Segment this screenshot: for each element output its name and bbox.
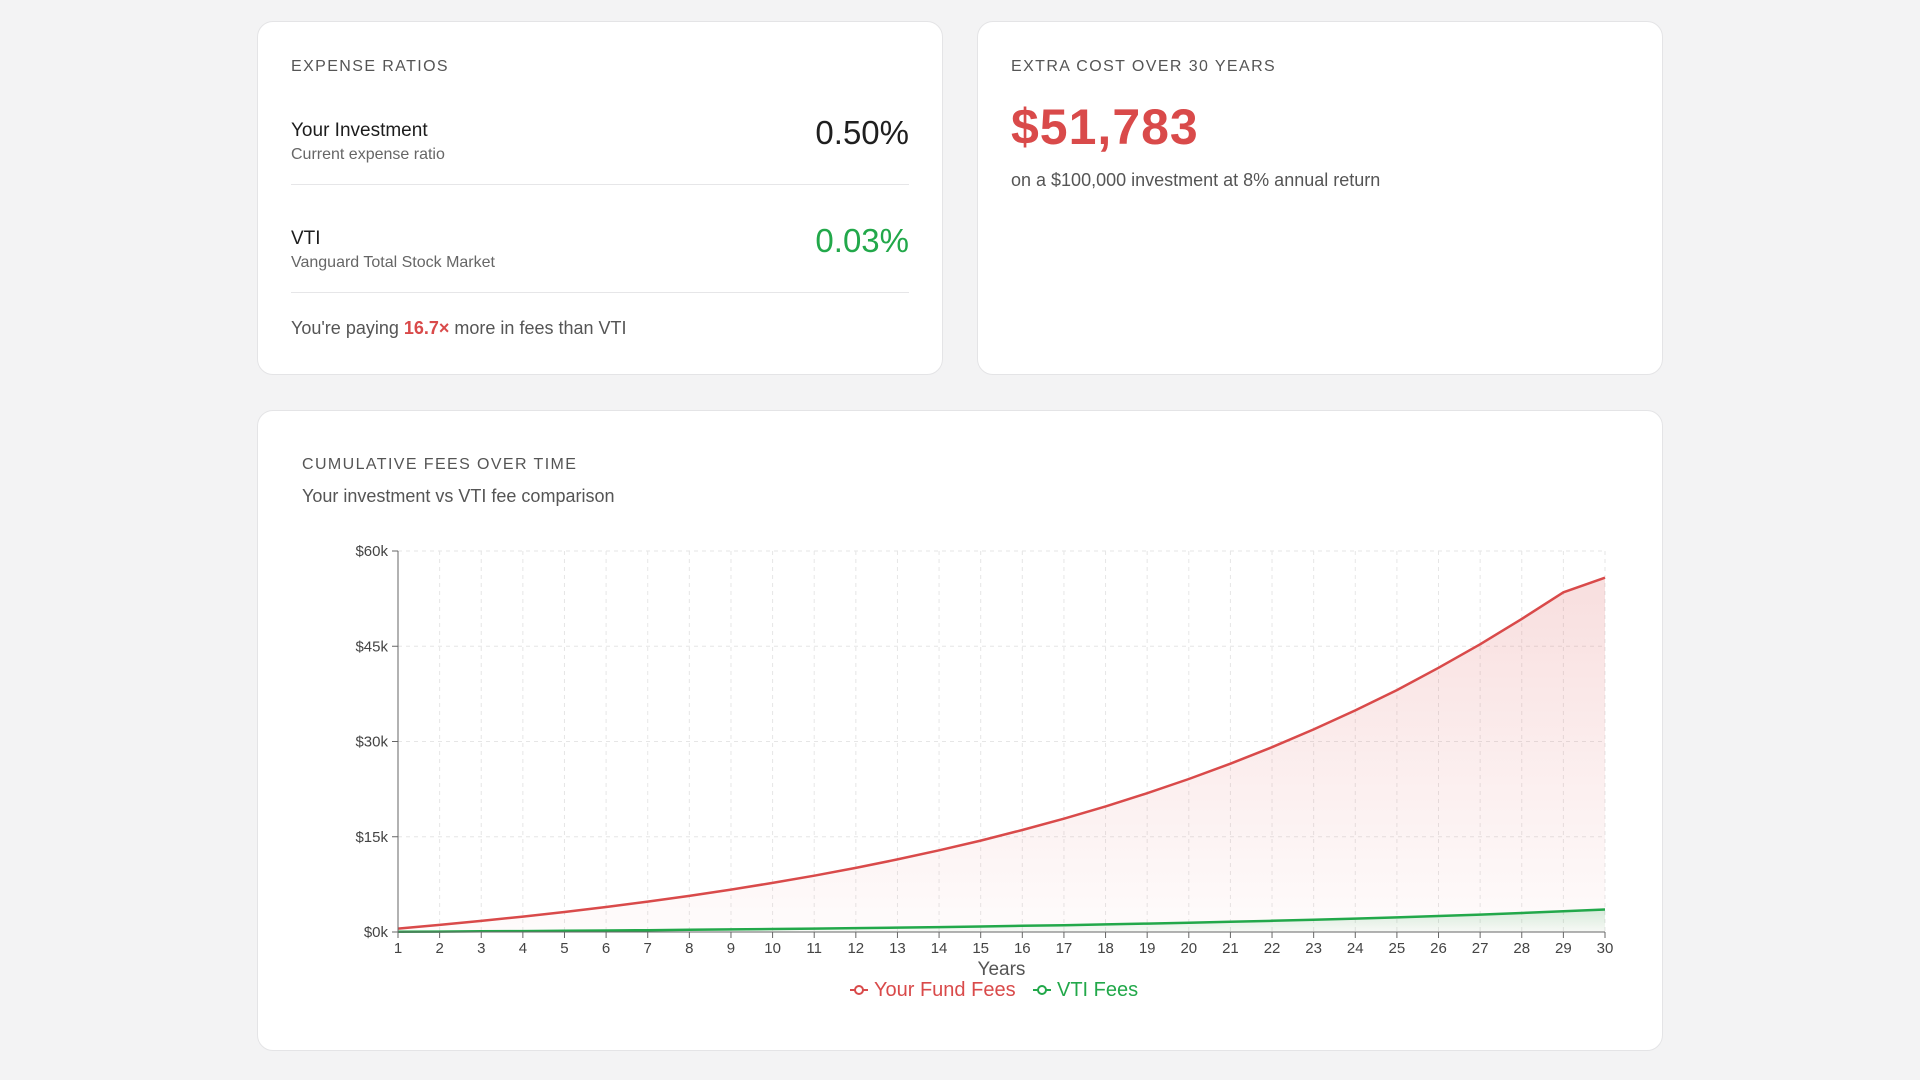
x-axis-title: Years <box>978 959 1026 980</box>
chart-title: CUMULATIVE FEES OVER TIME <box>302 456 578 473</box>
x-tick-label: 21 <box>1222 940 1239 957</box>
legend-swatch-marker <box>854 985 864 995</box>
x-tick-label: 28 <box>1513 940 1530 957</box>
extra-cost-amount: $51,783 <box>1011 99 1199 155</box>
x-tick-label: 23 <box>1305 940 1322 957</box>
y-tick-label: $0k <box>364 924 389 941</box>
x-tick-label: 4 <box>519 940 527 957</box>
y-tick-label: $15k <box>355 829 388 846</box>
series-line-vti <box>397 908 1606 934</box>
x-tick-label: 3 <box>477 940 485 957</box>
fund-expense-ratio: 0.03% <box>815 222 909 259</box>
expense-ratios-card: EXPENSE RATIOS Your Investment Current e… <box>257 21 943 375</box>
x-tick-label: 6 <box>602 940 610 957</box>
x-tick-label: 12 <box>847 940 864 957</box>
fund-expense-ratio: 0.50% <box>815 114 909 151</box>
x-tick-label: 7 <box>644 940 652 957</box>
legend-label: Your Fund Fees <box>874 979 1016 1001</box>
x-tick-label: 19 <box>1139 940 1156 957</box>
x-tick-label: 11 <box>806 940 822 957</box>
x-tick-label: 24 <box>1347 940 1364 957</box>
x-tick-label: 29 <box>1555 940 1572 957</box>
fund-name: Your Investment <box>291 120 428 141</box>
divider <box>291 184 909 185</box>
cumulative-fees-card: $0k $15k $30k $45k $60k 1 2 3 4 5 6 7 8 9 10 11 12 13 14 15… <box>257 410 1663 1051</box>
x-tick-label: 27 <box>1472 940 1489 957</box>
chart-lines <box>397 576 1606 934</box>
y-tick-label: $30k <box>355 734 388 751</box>
y-tick-label: $45k <box>355 638 388 655</box>
x-tick-label: 20 <box>1180 940 1197 957</box>
x-tick-label: 18 <box>1097 940 1114 957</box>
series-line-your-fund <box>397 576 1606 930</box>
expense-ratios-title: EXPENSE RATIOS <box>291 58 450 75</box>
legend-item: VTI Fees <box>1033 979 1138 1001</box>
chart-areas <box>398 577 1605 932</box>
x-tick-label: 14 <box>931 940 948 957</box>
extra-cost-card: EXTRA COST OVER 30 YEARS $51,783 on a $1… <box>977 21 1663 375</box>
fund-row-vti: VTI Vanguard Total Stock Market 0.03% <box>291 220 909 290</box>
fees-note-prefix: You're paying <box>291 318 404 338</box>
x-tick-label: 13 <box>889 940 906 957</box>
fund-row-your-investment: Your Investment Current expense ratio 0.… <box>291 112 909 182</box>
fees-note-suffix: more in fees than VTI <box>449 318 627 338</box>
fees-multiplier: 16.7× <box>403 318 450 338</box>
series-area-vti <box>398 909 1605 932</box>
x-tick-label: 30 <box>1597 940 1614 957</box>
x-tick-label: 17 <box>1056 940 1073 957</box>
x-tick-label: 5 <box>560 940 568 957</box>
x-tick-label: 15 <box>972 940 989 957</box>
extra-cost-title: EXTRA COST OVER 30 YEARS <box>1011 58 1277 75</box>
series-area-your-fund <box>398 577 1605 932</box>
legend-item: Your Fund Fees <box>850 979 1016 1001</box>
x-tick-label: 25 <box>1389 940 1406 957</box>
legend-swatch-marker <box>1037 985 1047 995</box>
extra-cost-note: on a $100,000 investment at 8% annual re… <box>1011 170 1381 190</box>
chart-legend: Your Fund Fees VTI Fees <box>850 979 1138 1001</box>
x-tick-label: 9 <box>727 940 735 957</box>
fees-comparison-note: You're paying 16.7× more in fees than VT… <box>291 318 627 339</box>
divider <box>291 292 909 293</box>
y-tick-label: $60k <box>355 543 388 560</box>
x-tick-label: 22 <box>1264 940 1281 957</box>
x-tick-label: 1 <box>394 940 402 957</box>
fund-description: Current expense ratio <box>291 146 445 163</box>
x-tick-label: 26 <box>1430 940 1447 957</box>
chart-subtitle: Your investment vs VTI fee comparison <box>302 486 615 506</box>
x-tick-label: 2 <box>435 940 443 957</box>
x-tick-label: 8 <box>685 940 693 957</box>
fund-name: VTI <box>291 228 321 249</box>
x-tick-label: 10 <box>764 940 781 957</box>
fund-description: Vanguard Total Stock Market <box>291 254 495 271</box>
x-tick-label: 16 <box>1014 940 1031 957</box>
legend-label: VTI Fees <box>1057 979 1138 1001</box>
